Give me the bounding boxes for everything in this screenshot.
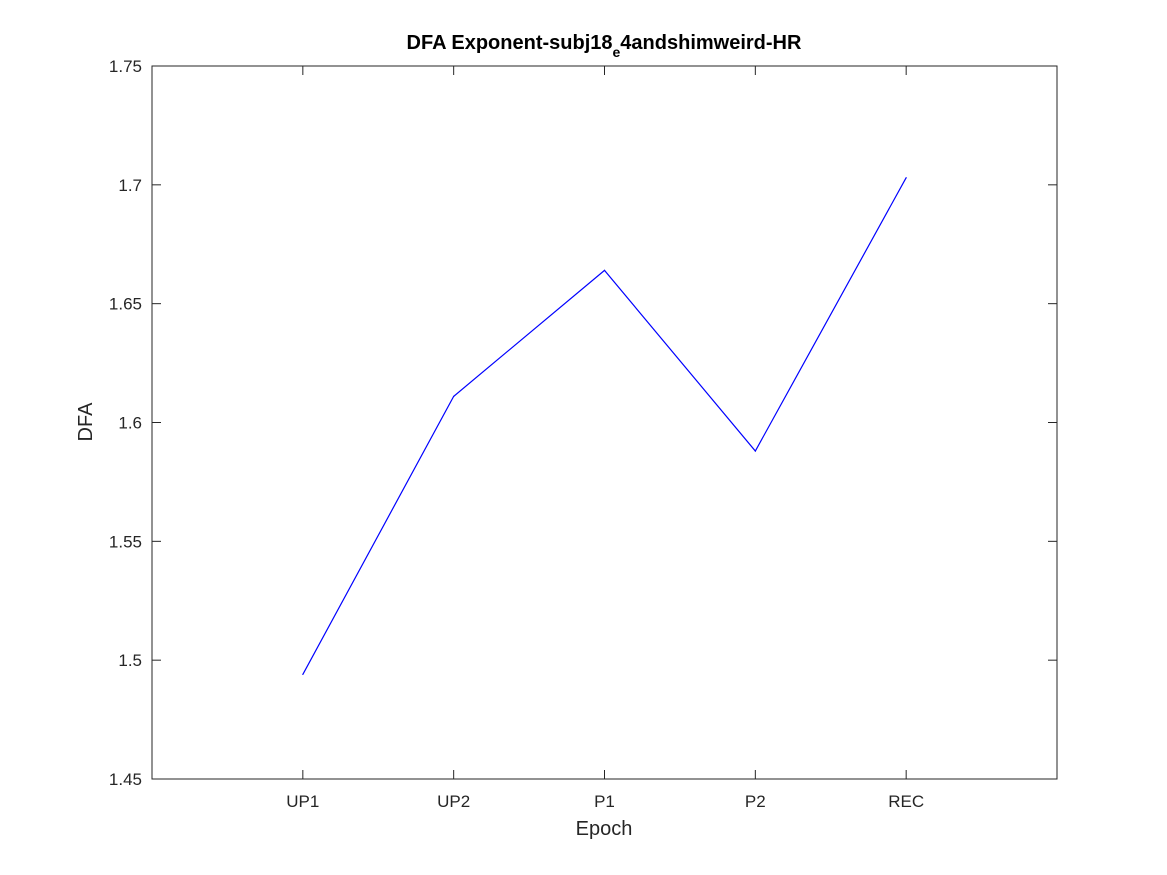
data-point <box>603 269 606 271</box>
chart-title-rest: 4andshimweird-HR <box>620 32 802 54</box>
y-tick-label: 1.65 <box>109 295 142 314</box>
y-tick-label: 1.55 <box>109 532 142 551</box>
axes-box <box>151 65 1058 780</box>
data-point <box>905 177 907 179</box>
x-tick-label: UP1 <box>286 792 319 811</box>
y-tick-label: 1.7 <box>118 176 142 195</box>
x-tick-label: UP2 <box>437 792 470 811</box>
data-point <box>302 673 304 676</box>
x-tick-label: P1 <box>594 792 615 811</box>
chart-title: DFA Exponent-subj18e4andshimweird-HR <box>407 32 802 60</box>
x-tick-label: REC <box>888 792 924 811</box>
data-point <box>754 450 756 452</box>
series-line <box>302 177 907 675</box>
x-tick-label: P2 <box>745 792 766 811</box>
y-tick-label: 1.45 <box>109 770 142 789</box>
y-axis-label: DFA <box>75 402 97 442</box>
plot-area: 1.45 1.5 1.55 1.6 1.65 1.7 1.75 UP1 UP2 P1 P2 REC <box>109 57 1058 811</box>
x-axis-label: Epoch <box>576 818 633 840</box>
y-tick-label: 1.75 <box>109 57 142 76</box>
y-tick-label: 1.6 <box>118 414 142 433</box>
data-point <box>453 395 455 397</box>
chart-title-main: DFA Exponent-subj18 <box>407 32 613 54</box>
chart-title-subscript: e <box>613 44 621 60</box>
y-tick-label: 1.5 <box>118 651 142 670</box>
